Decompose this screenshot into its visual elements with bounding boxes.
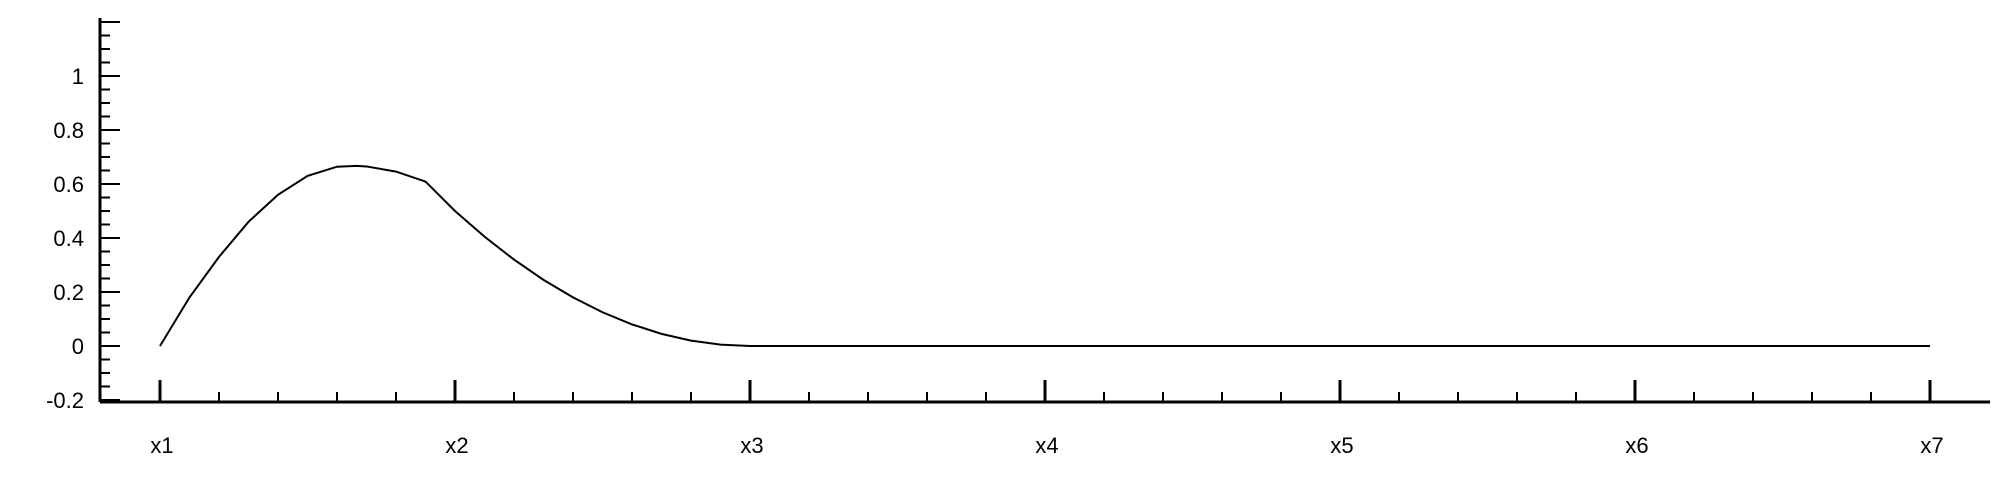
x-tick-label: x6 [1625,433,1648,458]
x-tick-label: x7 [1920,433,1943,458]
y-tick-label: 0.8 [53,118,84,143]
x-tick-label: x1 [150,433,173,458]
y-tick-label: 0.6 [53,172,84,197]
x-tick-label: x2 [445,433,468,458]
x-tick-label: x5 [1330,433,1353,458]
x-tick-label: x4 [1035,433,1058,458]
y-tick-label: 1 [72,64,84,89]
y-tick-label: 0.4 [53,226,84,251]
series-line [159,164,1930,347]
y-tick-label: 0.2 [53,280,84,305]
x-tick-label: x3 [740,433,763,458]
y-axis-ticks: -0.2 0 0.2 0.4 0.6 0.8 1 [46,21,120,413]
y-tick-label: -0.2 [46,388,84,413]
x-axis-ticks: x1 x2 x3 x4 x5 x6 x7 [150,380,1944,458]
axes [98,18,1990,404]
y-tick-label: 0 [72,334,84,359]
